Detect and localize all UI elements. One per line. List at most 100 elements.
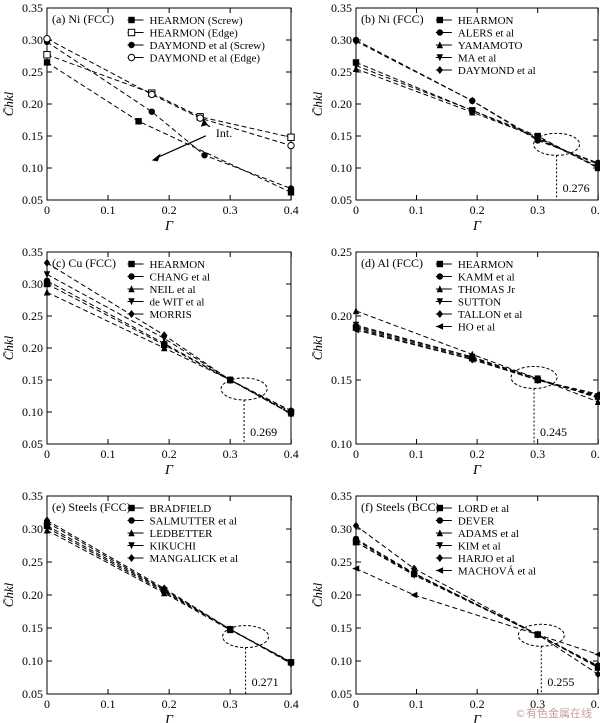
- legend-entry: HEARMON: [150, 259, 206, 271]
- x-tick-label: 0.2: [470, 447, 485, 461]
- legend-entry: MA et al: [458, 53, 497, 65]
- data-point: [135, 118, 142, 125]
- y-tick-label: 0.15: [22, 621, 43, 635]
- legend-entry: KAMM et al: [458, 272, 515, 284]
- y-axis-label: C̄hkl: [310, 91, 325, 116]
- y-axis-label: C̄hkl: [310, 582, 325, 607]
- legend-marker: [128, 504, 135, 512]
- legend-entry: HEARMON: [458, 259, 514, 271]
- y-tick-label: 0.05: [331, 687, 352, 701]
- legend-entry: LEDBETTER: [150, 528, 214, 540]
- legend-marker: [436, 529, 444, 537]
- legend-entry: HEARMON (Edge): [150, 28, 239, 40]
- data-point: [148, 90, 156, 99]
- y-tick-label: 0.15: [331, 621, 352, 635]
- legend-entry: YAMAMOTO: [458, 40, 523, 52]
- y-tick-label: 0.15: [331, 129, 352, 143]
- series-line: [46, 61, 292, 193]
- legend-marker: [128, 542, 135, 550]
- data-point: [287, 141, 295, 150]
- x-tick-label: 0.3: [530, 203, 545, 217]
- legend-marker: [128, 260, 135, 268]
- legend-entry: NEIL et al: [150, 284, 196, 296]
- y-tick-label: 0.20: [22, 97, 43, 111]
- data-point: [43, 258, 51, 267]
- legend-marker: [127, 28, 136, 37]
- x-tick-label: 0.1: [409, 697, 424, 711]
- y-tick-label: 0.30: [331, 522, 352, 536]
- intersection-ellipse: [222, 625, 270, 649]
- data-point: [594, 670, 600, 679]
- data-point: [226, 376, 234, 384]
- y-tick-label: 0.10: [22, 654, 43, 668]
- y-axis-label: C̄hkl: [310, 335, 325, 360]
- x-tick-label: 0: [353, 203, 359, 217]
- data-point: [43, 51, 51, 59]
- data-point: [352, 37, 360, 46]
- data-point: [352, 521, 360, 530]
- legend-marker: [436, 41, 444, 49]
- series-line: [46, 280, 292, 412]
- panel-label: (c) Cu (FCC): [52, 256, 116, 270]
- series-line: [46, 54, 292, 138]
- y-tick-label: 0.05: [22, 193, 43, 207]
- legend-marker: [436, 285, 444, 293]
- y-tick-label: 0.30: [22, 33, 43, 47]
- y-axis-label: C̄hkl: [1, 91, 16, 116]
- legend-marker: [436, 66, 444, 74]
- x-tick-label: 0.4: [591, 447, 600, 461]
- legend-marker: [128, 16, 135, 24]
- data-point: [533, 376, 541, 384]
- data-point: [161, 584, 168, 593]
- legend-marker: [128, 298, 135, 306]
- intersection-label: 0.245: [540, 425, 567, 439]
- data-point: [594, 391, 600, 397]
- legend-marker: [436, 542, 444, 550]
- x-tick-label: 0: [353, 697, 359, 711]
- data-point: [226, 625, 234, 634]
- x-tick-label: 0.3: [223, 697, 238, 711]
- legend-entry: de WIT et al: [150, 297, 205, 309]
- y-tick-label: 0.35: [22, 245, 43, 259]
- intersection-label: 0.271: [252, 675, 279, 689]
- panel-label: (f) Steels (BCC): [361, 500, 440, 514]
- panel-label: (e) Steels (FCC): [52, 500, 131, 514]
- y-axis-label: C̄hkl: [1, 582, 16, 607]
- x-axis-label: Γ: [164, 219, 174, 234]
- y-tick-label: 0.05: [22, 437, 43, 451]
- x-tick-label: 0.1: [409, 203, 424, 217]
- data-point: [43, 524, 51, 532]
- legend-marker: [128, 554, 135, 562]
- legend-entry: DAYMOND et al: [458, 65, 536, 77]
- legend-entry: HARJO et al: [458, 553, 515, 565]
- arrowhead: [151, 153, 161, 162]
- x-tick-label: 0.2: [162, 203, 177, 217]
- legend-marker: [128, 285, 135, 293]
- legend-marker: [436, 29, 444, 36]
- chart-panel: 0 0.1 0.2 0.3 0.4 0.10 0.15 0.20 0.25 Γ C̄hkl (d) A…: [310, 245, 600, 478]
- data-point: [196, 114, 204, 122]
- legend-entry: DEVER: [458, 516, 495, 528]
- series-line: [355, 329, 599, 395]
- data-point: [43, 516, 51, 525]
- legend-entry: DAYMOND et al (Screw): [150, 40, 266, 52]
- y-tick-label: 0.25: [331, 65, 352, 79]
- series-line: [355, 310, 599, 403]
- legend-entry: HEARMON: [458, 15, 514, 27]
- y-tick-label: 0.20: [331, 309, 352, 323]
- legend-marker: [128, 529, 135, 537]
- series-line: [46, 291, 292, 414]
- series-line: [46, 273, 292, 415]
- x-tick-label: 0.2: [470, 697, 485, 711]
- y-tick-label: 0.15: [22, 373, 43, 387]
- series-line: [46, 41, 292, 189]
- y-tick-label: 0.25: [331, 555, 352, 569]
- series-line: [46, 525, 292, 663]
- y-tick-label: 0.30: [331, 33, 352, 47]
- data-point: [410, 564, 418, 573]
- chart-panel: 0 0.1 0.2 0.3 0.4 0.05 0.10 0.15 0.20 0.25 0.30 0.3…: [1, 245, 299, 478]
- y-tick-label: 0.25: [22, 555, 43, 569]
- x-tick-label: 0: [44, 697, 50, 711]
- y-axis-label: C̄hkl: [1, 335, 16, 360]
- legend-marker: [128, 273, 135, 280]
